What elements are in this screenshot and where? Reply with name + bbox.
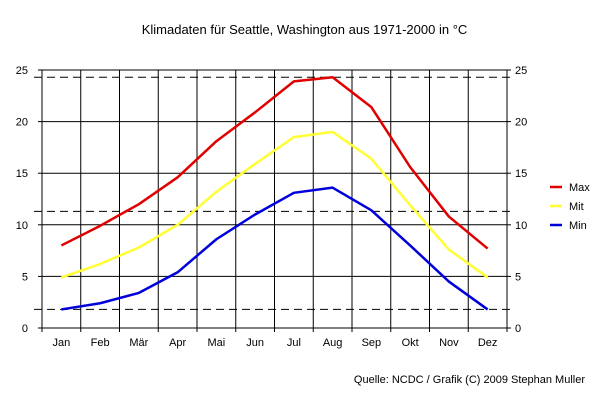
x-tick-label: Jul bbox=[287, 337, 301, 349]
source-note: Quelle: NCDC / Grafik (C) 2009 Stephan M… bbox=[353, 374, 585, 386]
y-tick-label-left: 25 bbox=[16, 65, 28, 77]
y-tick-label-right: 20 bbox=[515, 117, 527, 129]
x-tick-label: Okt bbox=[402, 337, 419, 349]
y-tick-label-right: 5 bbox=[515, 271, 521, 283]
y-tick-label-right: 0 bbox=[515, 323, 521, 335]
chart-title: Klimadaten für Seattle, Washington aus 1… bbox=[141, 22, 468, 37]
x-tick-label: Nov bbox=[439, 337, 459, 349]
x-tick-label: Mai bbox=[208, 337, 226, 349]
x-tick-label: Jan bbox=[53, 337, 71, 349]
x-tick-label: Apr bbox=[169, 337, 186, 349]
y-tick-label-right: 15 bbox=[515, 168, 527, 180]
legend-label-mit: Mit bbox=[569, 201, 584, 213]
x-tick-label: Feb bbox=[91, 337, 110, 349]
y-tick-label-left: 0 bbox=[22, 323, 28, 335]
x-axis: Jan Feb Mär Apr Mai Jun Jul Aug Sep Okt Nov Dez bbox=[41, 328, 508, 349]
y-tick-label-left: 20 bbox=[16, 117, 28, 129]
x-tick-label: Mär bbox=[129, 337, 148, 349]
y-axis-right: 0 5 10 15 20 25 bbox=[507, 65, 527, 335]
legend-label-max: Max bbox=[569, 182, 590, 194]
x-tick-label: Dez bbox=[478, 337, 498, 349]
series-line-min bbox=[61, 186, 489, 311]
series-lines bbox=[60, 75, 489, 311]
y-axis-left: 0 5 10 15 20 25 bbox=[16, 65, 42, 335]
y-tick-label-right: 25 bbox=[515, 65, 527, 77]
x-tick-label: Jun bbox=[246, 337, 264, 349]
y-tick-label-left: 15 bbox=[16, 168, 28, 180]
legend-label-min: Min bbox=[569, 220, 587, 232]
y-tick-label-left: 5 bbox=[22, 271, 28, 283]
legend: Max Mit Min bbox=[550, 182, 590, 232]
x-tick-label: Aug bbox=[323, 337, 343, 349]
series-line-mit bbox=[60, 130, 489, 279]
y-tick-label-left: 10 bbox=[16, 220, 28, 232]
x-tick-label: Sep bbox=[362, 337, 382, 349]
y-tick-label-right: 10 bbox=[515, 220, 527, 232]
reference-lines bbox=[34, 76, 515, 310]
series-line-max bbox=[60, 75, 489, 250]
